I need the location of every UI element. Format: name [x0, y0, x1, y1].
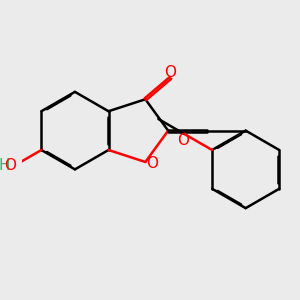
Text: O: O: [4, 158, 16, 173]
Text: O: O: [164, 64, 176, 80]
Text: O: O: [146, 156, 158, 171]
Text: H: H: [0, 158, 10, 173]
Text: O: O: [177, 133, 189, 148]
